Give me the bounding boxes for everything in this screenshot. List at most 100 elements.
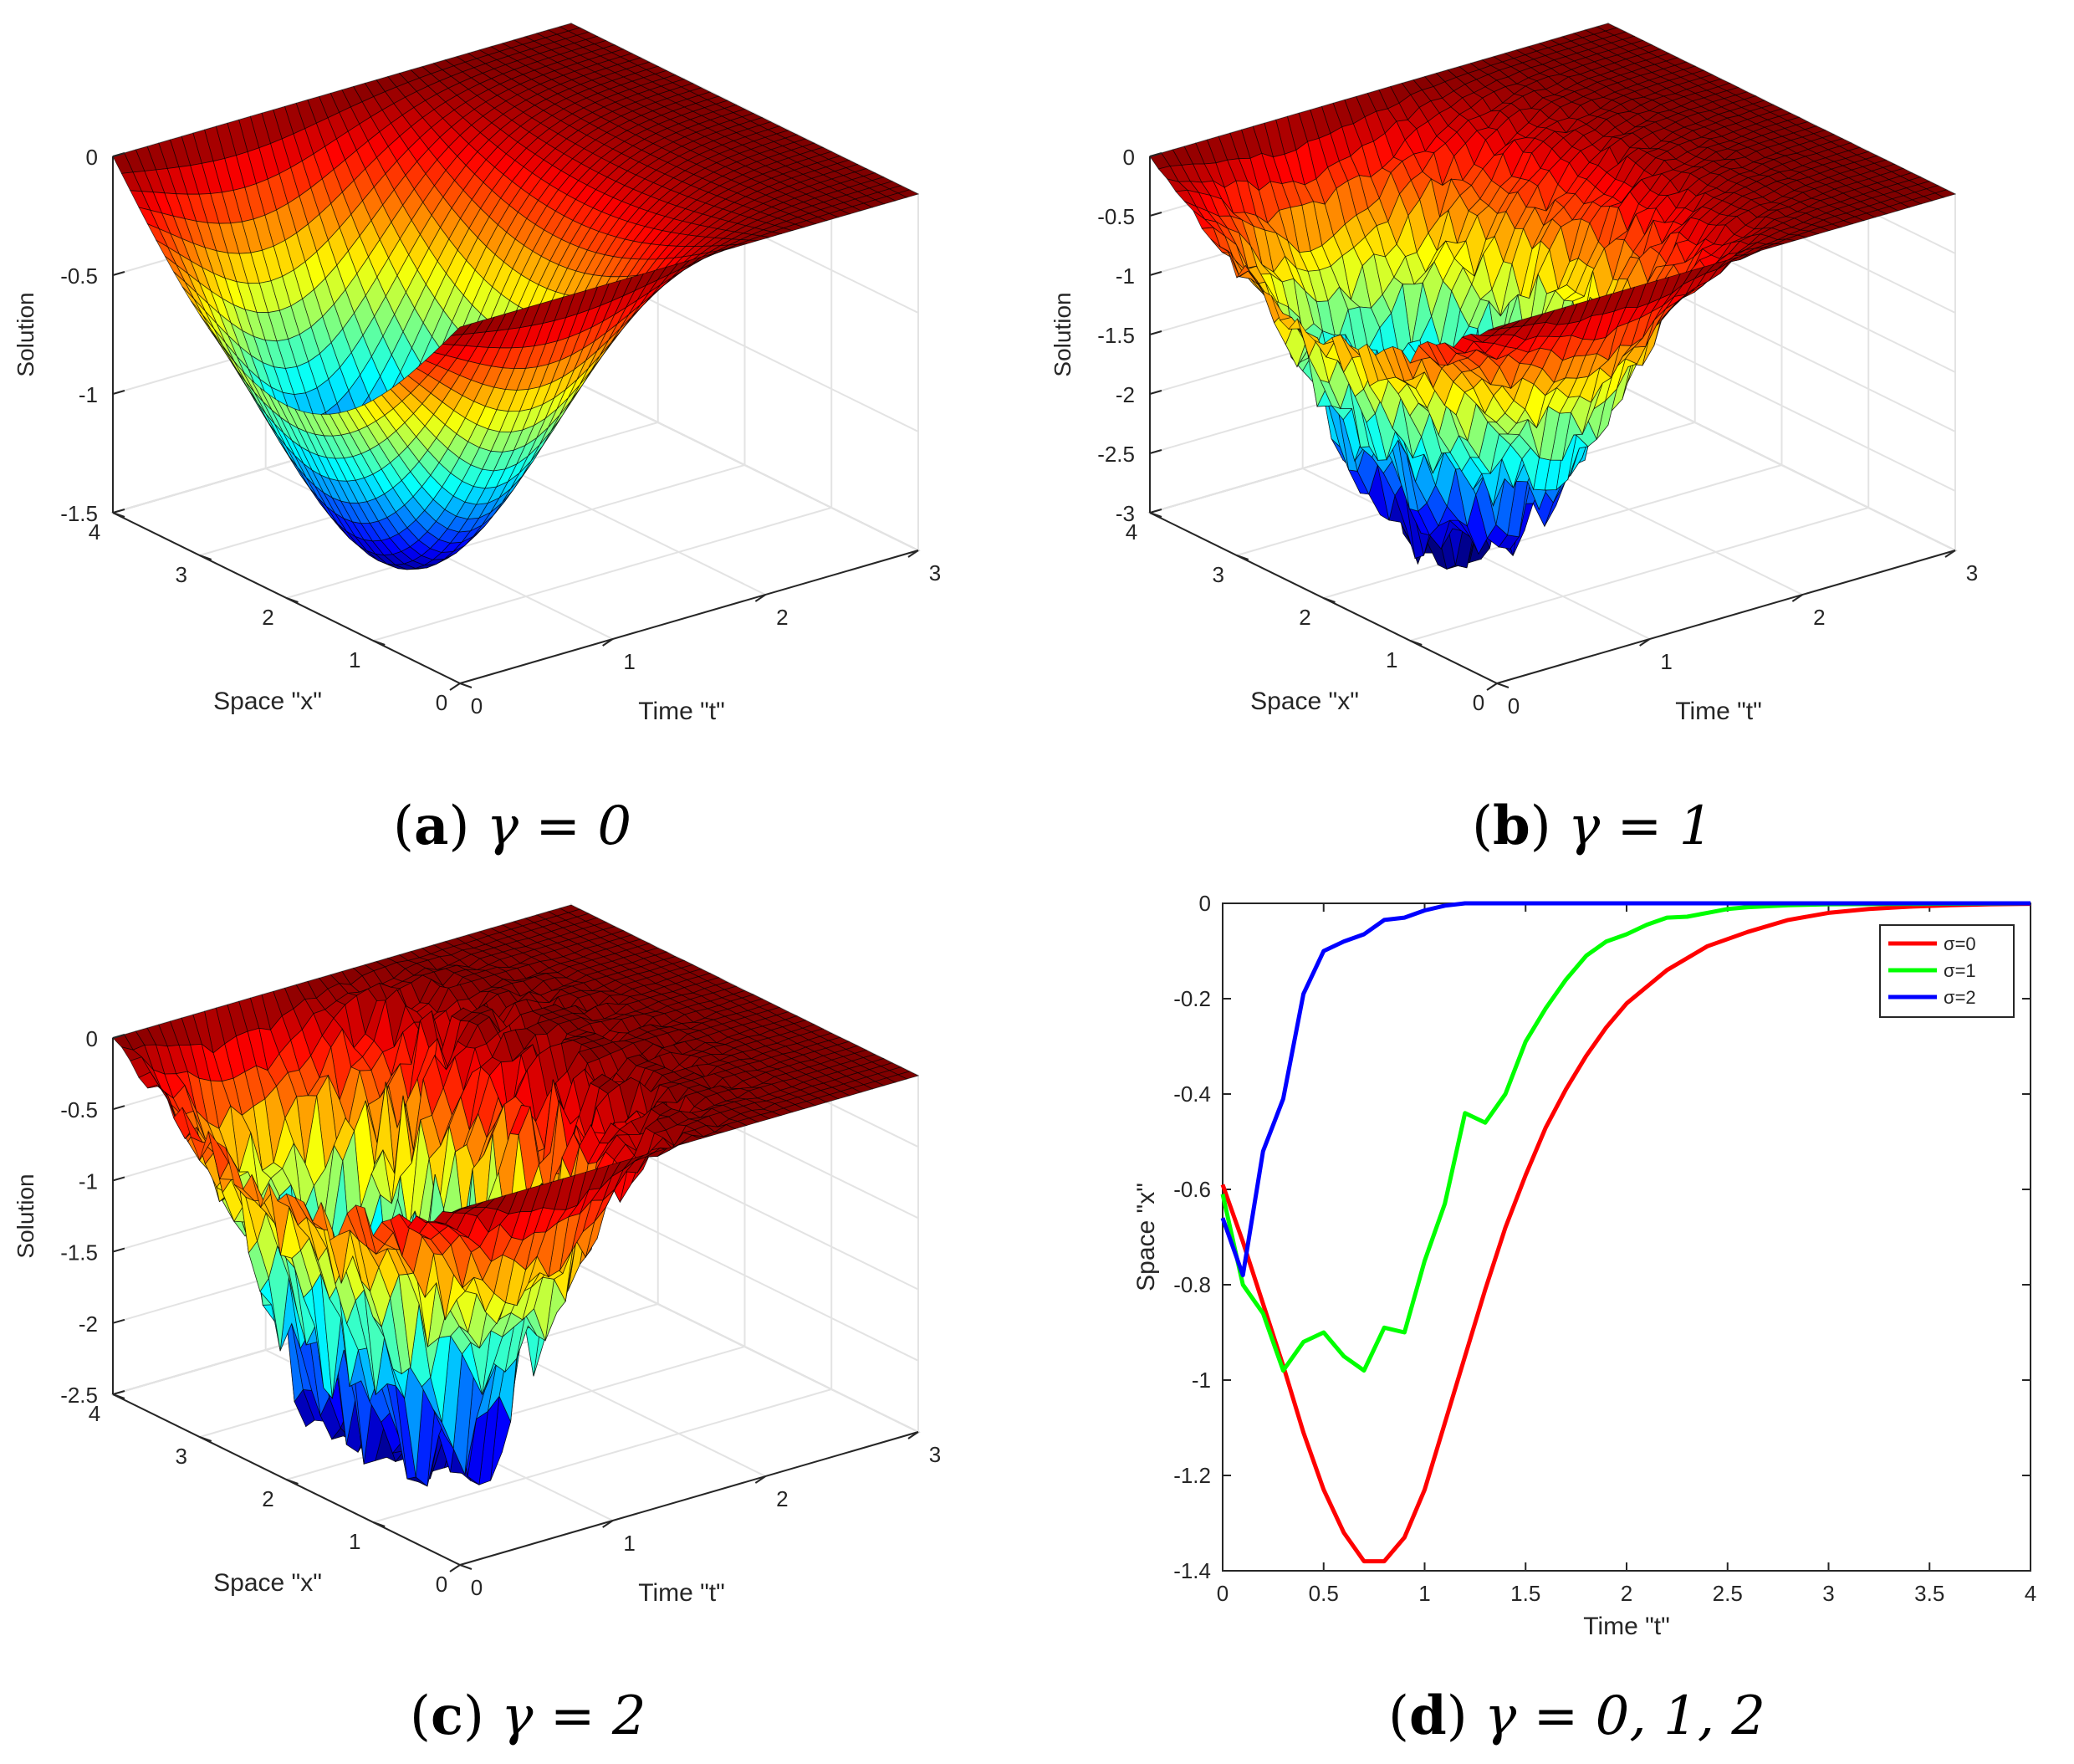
t-tick <box>754 594 766 602</box>
z-tick <box>112 152 125 157</box>
x-tick-label: 4 <box>89 519 100 545</box>
z-tick <box>1149 271 1162 276</box>
x-tick-label: 3 <box>176 1444 187 1469</box>
z-tick-label: -1.5 <box>60 501 98 526</box>
surface-patch <box>450 323 473 336</box>
surface-patch <box>451 1204 472 1214</box>
surface-mesh <box>1149 23 1957 570</box>
t-tick-label: 1 <box>623 649 635 674</box>
z-tick <box>112 271 125 276</box>
z-tick-label: -0.5 <box>60 1097 98 1122</box>
z-tick <box>112 1247 125 1253</box>
z-tick <box>112 509 125 514</box>
t-tick-label: 1 <box>623 1531 635 1556</box>
x-axis-label: Space "x" <box>213 1569 322 1597</box>
z-tick <box>1149 390 1162 395</box>
caption-text: γ = 2 <box>501 1685 646 1747</box>
surface-patch <box>1488 323 1509 331</box>
t-tick <box>1944 550 1956 558</box>
t-tick-label: 0 <box>1508 693 1520 718</box>
z-tick-label: -0.5 <box>60 263 98 289</box>
z-tick-label: -1 <box>79 1168 98 1194</box>
x-tick-label: 2 <box>1621 1581 1632 1606</box>
z-tick-label: 0 <box>86 1026 98 1051</box>
panel-c: 0 -0.5 -1 -1.5 -2 -2.5 0 1 2 3 4 0 1 2 3 Solution Space … <box>0 882 1037 1764</box>
z-tick <box>1149 330 1162 335</box>
z-tick <box>112 1318 125 1324</box>
t-axis <box>459 1431 919 1566</box>
z-tick <box>112 390 125 395</box>
z-tick-label: -3 <box>1116 501 1135 526</box>
caption-a: (a) γ = 0 <box>393 795 632 857</box>
z-tick-label: -2.5 <box>1097 442 1135 467</box>
x-tick <box>1323 597 1336 603</box>
t-tick <box>602 638 614 647</box>
x-tick <box>459 1564 473 1570</box>
t-tick <box>1791 594 1803 602</box>
z-tick-label: -1 <box>1116 263 1135 289</box>
z-tick-label: -0.5 <box>1097 204 1135 229</box>
z-tick-label: -2.5 <box>60 1383 98 1408</box>
x-tick-label: 2 <box>262 1486 273 1511</box>
z-tick-label: 0 <box>1123 145 1135 170</box>
t-axis-label: Time "t" <box>638 1579 725 1607</box>
z-tick-label: 0 <box>86 145 98 170</box>
line-chart-d: 0 0.5 1 1.5 2 2.5 3 3.5 40-0.2-0.4-0.6-0.8-1-1.2… <box>1132 891 2036 1640</box>
caption-text: γ = 0 <box>486 795 632 857</box>
z-tick <box>1149 152 1162 157</box>
t-tick-label: 3 <box>1966 560 1978 585</box>
t-tick-label: 3 <box>929 1442 941 1467</box>
t-tick <box>602 1520 614 1528</box>
x-tick-label: 1 <box>349 1529 360 1554</box>
x-tick <box>112 512 125 518</box>
x-tick-label: 0 <box>436 690 447 715</box>
t-tick <box>907 1431 919 1439</box>
surface-mesh <box>112 23 920 570</box>
z-axis-label: Solution <box>13 1173 38 1258</box>
caption-c: (c) γ = 2 <box>410 1685 646 1747</box>
x-tick-label: 0.5 <box>1309 1581 1339 1606</box>
panel-b: 0 -0.5 -1 -1.5 -2 -2.5 -3 0 1 2 3 4 0 1 2 3 Solution Spac… <box>1037 0 2074 882</box>
t-tick <box>754 1475 766 1484</box>
z-tick <box>112 1105 125 1111</box>
caption-label: a <box>413 795 449 857</box>
x-tick-label: 1 <box>1386 647 1397 672</box>
t-axis <box>459 550 919 684</box>
x-tick <box>112 1393 125 1399</box>
t-tick <box>1486 683 1498 691</box>
z-tick-label: -1.5 <box>60 1240 98 1265</box>
x-tick-label: 1 <box>349 647 360 672</box>
z-tick <box>112 1176 125 1182</box>
t-tick <box>1639 638 1651 647</box>
z-tick <box>1149 509 1162 514</box>
x-axis-label: Space "x" <box>1250 688 1359 715</box>
x-tick <box>1236 555 1249 560</box>
x-tick-label: 1.5 <box>1510 1581 1540 1606</box>
x-tick-label: 1 <box>1418 1581 1430 1606</box>
x-tick-label: 4 <box>89 1401 100 1426</box>
z-tick <box>112 1390 125 1395</box>
t-axis-label: Time "t" <box>1675 698 1762 725</box>
x-tick-label: 2.5 <box>1713 1581 1743 1606</box>
z-axis-label: Solution <box>1050 292 1075 376</box>
x-tick <box>1409 640 1423 646</box>
x-tick <box>372 640 386 646</box>
z-tick <box>1149 212 1162 217</box>
panel-d: 0 0.5 1 1.5 2 2.5 3 3.5 4 0 -0.2 -0.4 -0.6 -0.8 -1 -1.2… <box>1037 882 2074 1764</box>
t-axis-label: Time "t" <box>638 698 725 725</box>
x-tick-label: 2 <box>1299 605 1310 630</box>
t-tick-label: 2 <box>776 1486 788 1511</box>
x-axis-label: Space "x" <box>213 688 322 715</box>
surface-plot-c: 0-0.5-1-1.5-2-2.5012340123SolutionSpace … <box>13 903 941 1607</box>
t-tick <box>449 1564 461 1572</box>
x-tick-label: 2 <box>262 605 273 630</box>
x-tick-label: 4 <box>1126 519 1137 545</box>
panel-a: 0 -0.5 -1 -1.5 0 1 2 3 4 0 1 2 3 Solution Space "x" Tim… <box>0 0 1037 882</box>
z-tick <box>1149 449 1162 454</box>
surface-mesh <box>112 904 920 1487</box>
t-axis <box>1496 550 1956 684</box>
t-tick-label: 0 <box>471 693 483 718</box>
x-tick <box>286 597 299 603</box>
caption-b: (b) γ = 1 <box>1472 795 1714 857</box>
